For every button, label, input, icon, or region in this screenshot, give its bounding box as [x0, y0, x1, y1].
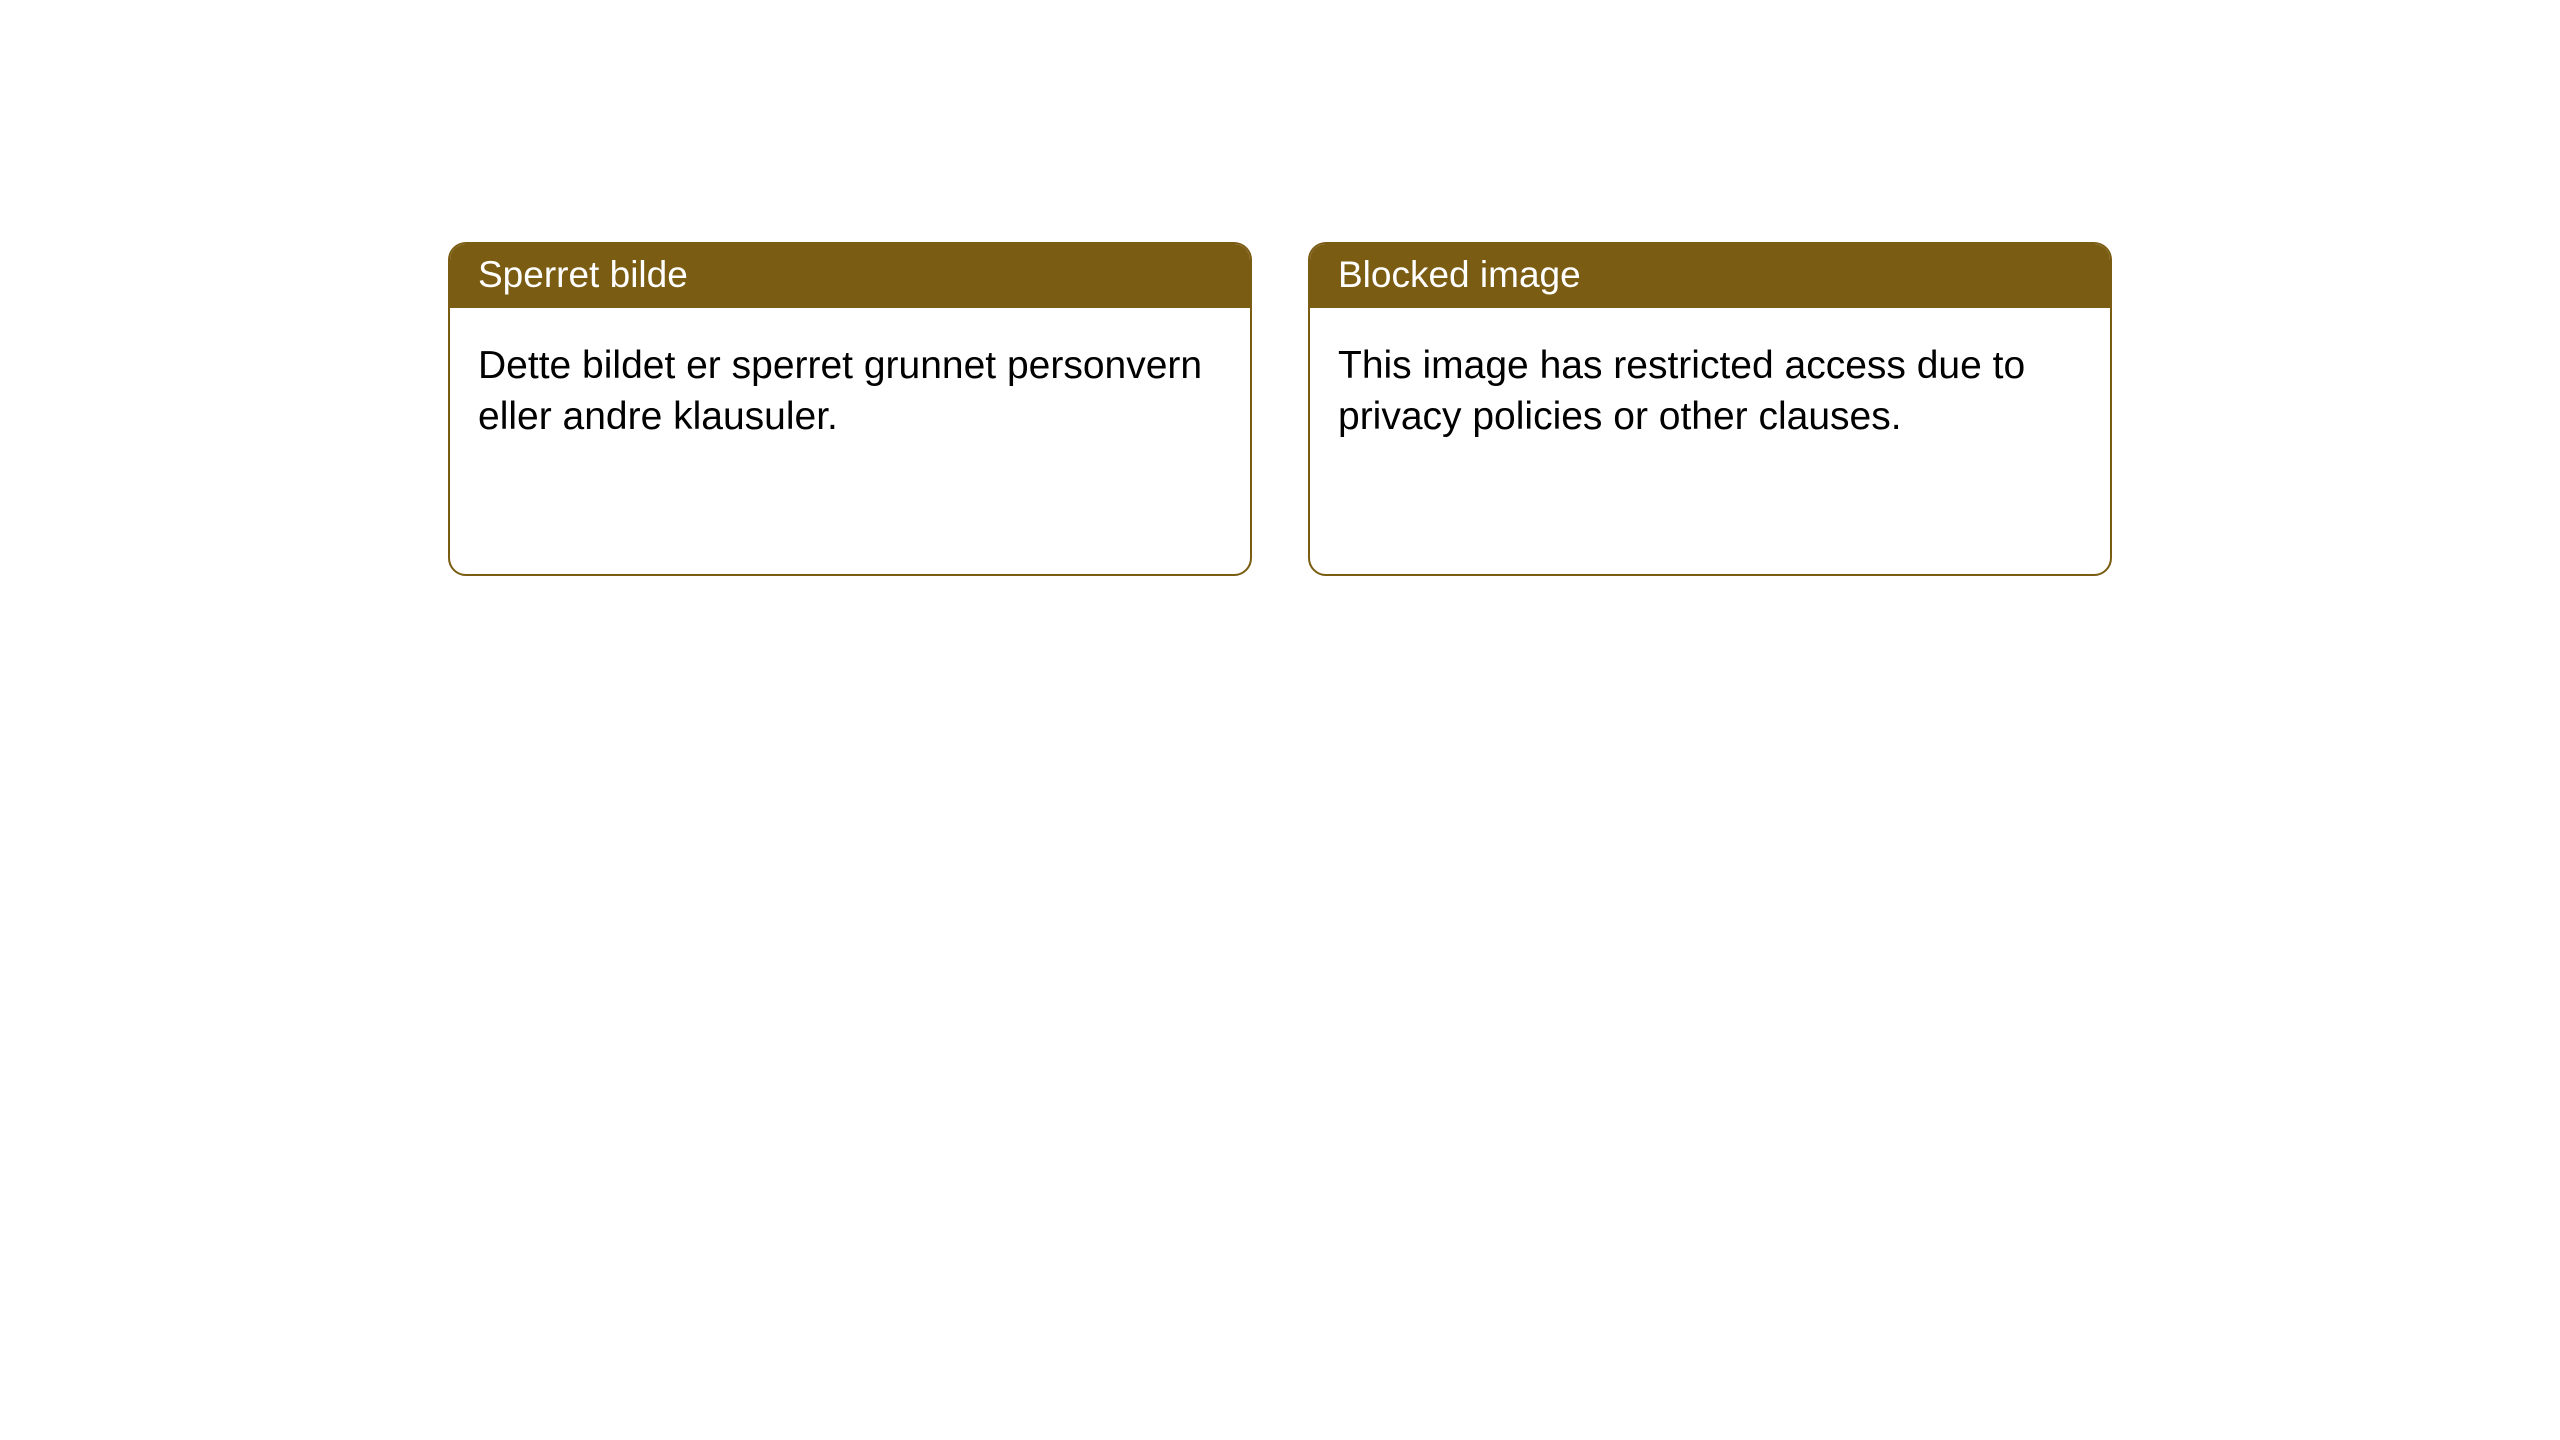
notice-body-norwegian: Dette bildet er sperret grunnet personve… [450, 308, 1250, 475]
notice-header-norwegian: Sperret bilde [450, 244, 1250, 308]
notice-title-norwegian: Sperret bilde [478, 254, 688, 295]
notice-header-english: Blocked image [1310, 244, 2110, 308]
notice-text-english: This image has restricted access due to … [1338, 344, 2025, 438]
notice-title-english: Blocked image [1338, 254, 1581, 295]
notice-card-norwegian: Sperret bilde Dette bildet er sperret gr… [448, 242, 1252, 576]
notice-text-norwegian: Dette bildet er sperret grunnet personve… [478, 344, 1202, 438]
notice-container: Sperret bilde Dette bildet er sperret gr… [0, 0, 2560, 576]
notice-card-english: Blocked image This image has restricted … [1308, 242, 2112, 576]
notice-body-english: This image has restricted access due to … [1310, 308, 2110, 475]
